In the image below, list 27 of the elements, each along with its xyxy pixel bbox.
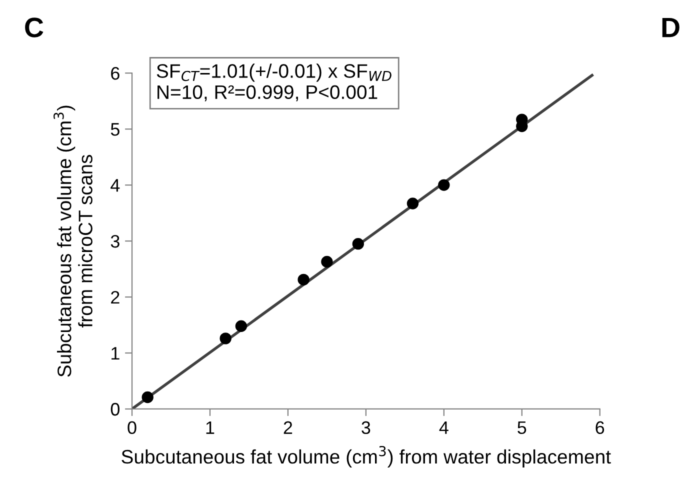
point: [352, 238, 364, 250]
y-tick-label: 2: [111, 290, 120, 304]
x-axis-title: Subcutaneous fat volume (cm$^{3}$) from water displacement: [122, 446, 611, 468]
point: [321, 256, 333, 268]
y-tick-label: 5: [110, 123, 120, 136]
x-tick-label: 5: [518, 421, 526, 434]
text: C: [25, 18, 44, 38]
point: [220, 332, 232, 344]
y-tick-label: 1: [112, 347, 120, 360]
annotation: SF$_{CT}$=1.01(+/-0.01) x SF$_{WD}$ N=10, R²=0.999, P<0.001: [156, 64, 392, 102]
point: [142, 391, 154, 404]
x-tick-label: 6: [596, 421, 604, 434]
point: [438, 179, 450, 191]
x-tick-label: 2: [284, 421, 292, 434]
x-tick-label: 3: [362, 421, 370, 434]
x-tick-label: 1: [206, 421, 214, 434]
x-tick-label: 0: [128, 421, 136, 434]
y-tick-label: 3: [110, 234, 120, 248]
text: Subcutaneous fat volume (cm$^{3}$) from microCT scans: [54, 106, 92, 377]
point: [235, 320, 248, 332]
x-tick-label: 4: [439, 421, 448, 434]
point: [298, 274, 310, 286]
text: D: [662, 18, 680, 38]
point: [406, 198, 419, 210]
y-tick-label: 6: [111, 67, 120, 80]
y-tick-label: 4: [110, 179, 120, 192]
y-tick-label: 0: [110, 402, 120, 416]
